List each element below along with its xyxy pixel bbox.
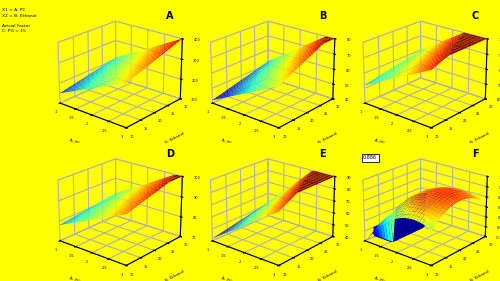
Text: B: B: [319, 11, 326, 21]
Y-axis label: B: Ethanol: B: Ethanol: [318, 269, 338, 281]
X-axis label: A: PC: A: PC: [374, 138, 385, 146]
Text: E: E: [319, 149, 326, 159]
X-axis label: A: PC: A: PC: [68, 276, 80, 281]
Y-axis label: B: Ethanol: B: Ethanol: [470, 131, 490, 145]
X-axis label: A: PC: A: PC: [221, 276, 232, 281]
Y-axis label: B: Ethanol: B: Ethanol: [318, 131, 338, 145]
X-axis label: A: PC: A: PC: [68, 138, 80, 146]
Y-axis label: B: Ethanol: B: Ethanol: [165, 269, 186, 281]
Text: C: C: [472, 11, 478, 21]
X-axis label: A: PC: A: PC: [221, 138, 232, 146]
Y-axis label: B: Ethanol: B: Ethanol: [470, 269, 490, 281]
Text: A: A: [166, 11, 174, 21]
Text: F: F: [472, 149, 478, 159]
Y-axis label: B: Ethanol: B: Ethanol: [165, 131, 186, 145]
Text: 0.886: 0.886: [363, 155, 377, 160]
Text: X1 = A: PC
X2 = B: Ethanol

Actual Factor
C: PG = 15: X1 = A: PC X2 = B: Ethanol Actual Factor…: [2, 8, 36, 33]
Text: D: D: [166, 149, 174, 159]
X-axis label: A: PC: A: PC: [374, 276, 385, 281]
